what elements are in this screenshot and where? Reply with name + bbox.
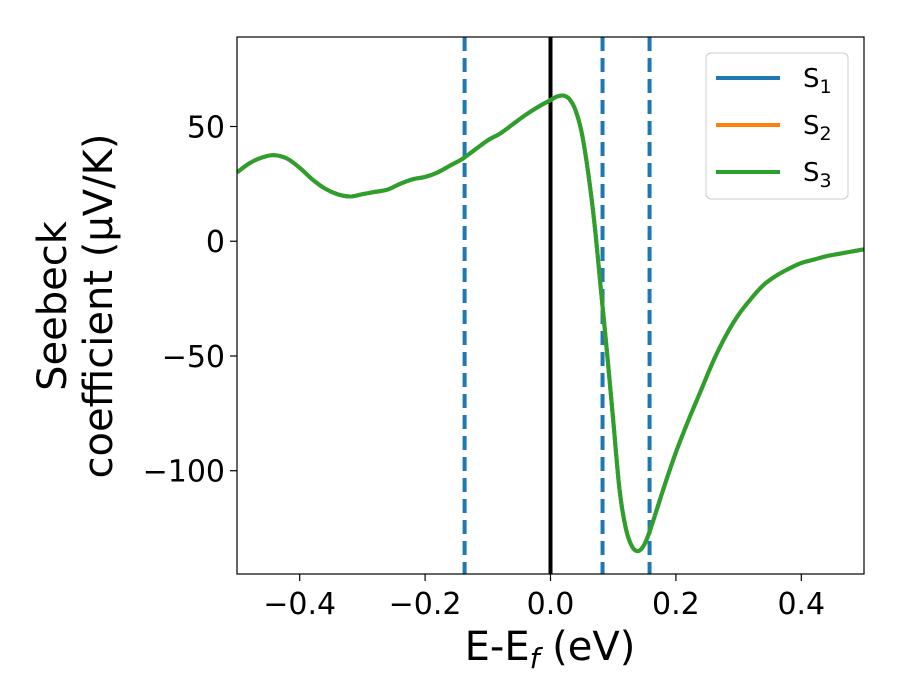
x-tick-label: 0.4 [777,587,825,622]
y-tick-label: 0 [206,225,225,260]
reference-lines [462,37,652,574]
x-tick-label: −0.2 [389,587,462,622]
x-tick-label: 0.0 [527,587,575,622]
legend-label-s2: S2 [803,111,832,145]
x-tick-label: −0.4 [263,587,336,622]
series-line-s3 [237,93,864,554]
y-tick-label: −100 [143,455,225,490]
y-tick-label: −50 [162,340,225,375]
y-axis-title-line2: coefficient (μV/K) [76,134,122,479]
x-axis-title: E-Ef (eV) [465,624,636,675]
x-axis-ticks: −0.4 −0.2 0.0 0.2 0.4 [263,574,825,622]
legend: S1 S2 S3 [705,52,849,200]
legend-label-s3: S3 [803,158,832,192]
y-axis-title-line1: Seebeck [30,220,76,391]
y-axis-ticks: 50 0 −50 −100 [143,111,237,490]
x-axis-title-main: E-E [465,624,530,670]
y-axis-title: Seebeck coefficient (μV/K) [30,134,122,479]
x-tick-label: 0.2 [652,587,700,622]
legend-label-s1: S1 [803,64,832,98]
y-tick-label: 50 [187,111,225,146]
series-lines [237,93,864,554]
x-axis-title-unit: (eV) [539,624,635,670]
